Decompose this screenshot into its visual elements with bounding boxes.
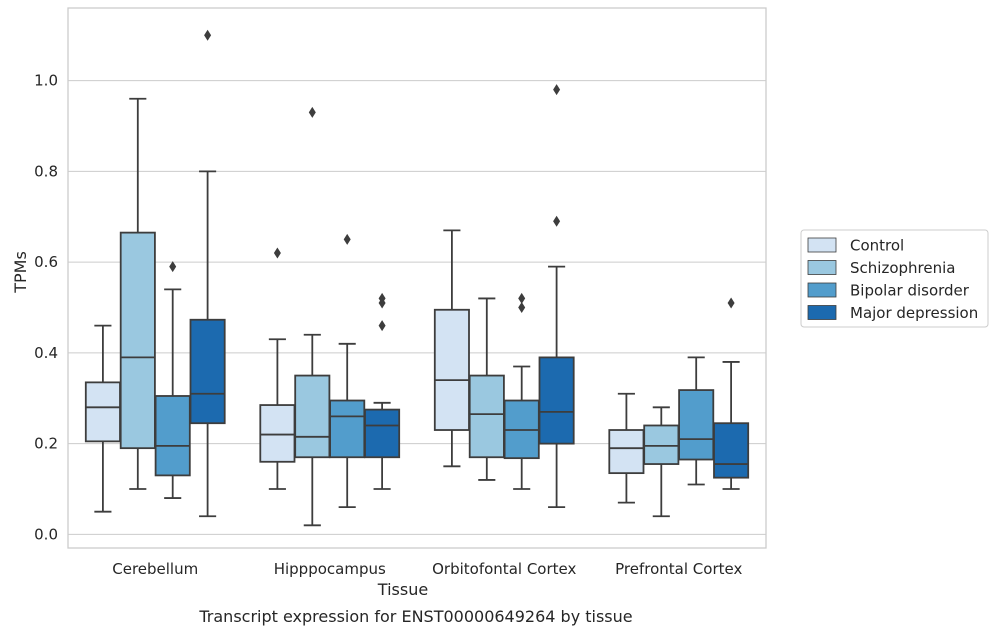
legend-swatch-control bbox=[807, 237, 837, 253]
box-orbitofontal-cortex-major-depression bbox=[538, 84, 575, 509]
box-body bbox=[643, 424, 680, 465]
box-plot-series bbox=[84, 29, 750, 527]
outlier-point bbox=[727, 297, 735, 309]
x-axis-label: Tissue bbox=[377, 580, 428, 599]
y-tick-label: 0.6 bbox=[34, 253, 58, 271]
legend-swatch-major-depression bbox=[807, 305, 837, 320]
box-body bbox=[154, 395, 191, 477]
x-tick-label: Orbitofontal Cortex bbox=[432, 560, 576, 578]
legend-label-bipolar-disorder: Bipolar disorder bbox=[850, 282, 970, 300]
outlier-point bbox=[273, 247, 281, 259]
legend-label-control: Control bbox=[850, 237, 904, 255]
x-tick-labels: Cerebellum Hipppocampus Orbitofontal Corte… bbox=[112, 560, 742, 578]
box-body bbox=[468, 374, 505, 459]
legend-label-schizophrenia: Schizophrenia bbox=[850, 259, 955, 277]
box-body bbox=[364, 408, 401, 459]
box-orbitofontal-cortex-control bbox=[433, 229, 470, 468]
y-tick-label: 0.4 bbox=[34, 344, 58, 362]
figure-caption: Transcript expression for ENST0000064926… bbox=[198, 607, 632, 626]
outlier-point bbox=[553, 84, 561, 96]
legend-swatch-schizophrenia bbox=[807, 260, 837, 275]
box-hipppocampus-major-depression bbox=[364, 292, 401, 490]
outlier-point bbox=[204, 29, 212, 41]
box-orbitofontal-cortex-bipolar-disorder bbox=[503, 292, 540, 490]
x-tick-label: Cerebellum bbox=[112, 560, 198, 578]
y-tick-label: 0.0 bbox=[34, 525, 58, 543]
box-cerebellum-schizophrenia bbox=[119, 97, 156, 490]
legend-frame bbox=[800, 229, 989, 328]
box-body bbox=[329, 399, 366, 459]
box-cerebellum-major-depression bbox=[189, 29, 226, 518]
box-body bbox=[259, 404, 296, 463]
outlier-point bbox=[518, 292, 526, 304]
legend-label-major-depression: Major depression bbox=[850, 304, 978, 322]
y-axis-label: TPMs bbox=[11, 251, 30, 294]
legend-swatch-bipolar-disorder bbox=[807, 282, 837, 298]
outlier-point bbox=[169, 261, 177, 273]
box-body bbox=[538, 356, 575, 445]
box-body bbox=[433, 308, 470, 431]
plot-frame bbox=[67, 7, 767, 549]
box-cerebellum-bipolar-disorder bbox=[154, 261, 191, 499]
box-body bbox=[84, 381, 121, 443]
outlier-point bbox=[378, 320, 386, 332]
box-cerebellum-control bbox=[84, 324, 121, 513]
outlier-point bbox=[553, 215, 561, 227]
box-body bbox=[608, 429, 645, 475]
box-body bbox=[678, 389, 715, 461]
box-body bbox=[189, 318, 226, 425]
box-hipppocampus-bipolar-disorder bbox=[329, 233, 366, 509]
outlier-point bbox=[343, 233, 351, 245]
box-body bbox=[119, 231, 156, 450]
box-prefrontal-cortex-major-depression bbox=[713, 297, 750, 490]
x-tick-label: Prefrontal Cortex bbox=[615, 560, 742, 578]
y-tick-label: 1.0 bbox=[34, 72, 58, 90]
x-tick-label: Hipppocampus bbox=[274, 560, 386, 578]
box-prefrontal-cortex-schizophrenia bbox=[643, 406, 680, 518]
box-body bbox=[713, 422, 750, 479]
outlier-point bbox=[518, 301, 526, 313]
y-tick-label: 0.8 bbox=[34, 162, 58, 180]
box-orbitofontal-cortex-schizophrenia bbox=[468, 297, 505, 481]
box-hipppocampus-control bbox=[259, 247, 296, 490]
y-tick-labels: 0.0 0.2 0.4 0.6 0.8 1.0 bbox=[34, 72, 58, 544]
box-hipppocampus-schizophrenia bbox=[294, 106, 331, 527]
outlier-point bbox=[378, 292, 386, 304]
box-body bbox=[294, 374, 331, 459]
outlier-point bbox=[308, 106, 316, 118]
box-prefrontal-cortex-control bbox=[608, 392, 645, 504]
legend: Control Schizophrenia Bipolar disorder Majo… bbox=[800, 229, 989, 328]
box-prefrontal-cortex-bipolar-disorder bbox=[678, 356, 715, 486]
y-tick-label: 0.2 bbox=[34, 435, 58, 453]
